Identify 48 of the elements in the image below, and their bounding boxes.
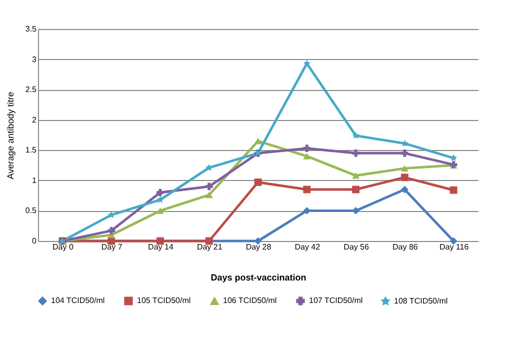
point bbox=[352, 186, 360, 194]
x-axis-title: Days post-vaccination bbox=[210, 272, 306, 282]
point bbox=[352, 172, 360, 179]
point bbox=[205, 192, 213, 198]
y-tick-label: 3.5 bbox=[25, 24, 38, 34]
y-tick-label: 1 bbox=[32, 176, 38, 185]
point bbox=[156, 208, 164, 214]
x-tick-label: Day 14 bbox=[148, 242, 174, 252]
legend-label: 104 TCID50/ml bbox=[51, 296, 105, 305]
x-tick-label: Day 21 bbox=[196, 242, 223, 252]
point bbox=[303, 144, 311, 152]
point bbox=[254, 237, 262, 245]
legend-label: 106 TCID50/ml bbox=[223, 296, 277, 306]
point bbox=[303, 152, 311, 160]
point bbox=[400, 149, 408, 157]
point bbox=[205, 182, 213, 190]
point bbox=[254, 178, 262, 186]
y-tick-label: 1.5 bbox=[25, 146, 38, 155]
point bbox=[352, 207, 360, 214]
y-tick-label: 2 bbox=[32, 115, 38, 124]
point bbox=[400, 186, 408, 194]
point bbox=[400, 165, 408, 172]
legend-label: 107 TCID50/ml bbox=[309, 296, 363, 305]
point bbox=[156, 196, 164, 203]
x-tick-label: Day 7 bbox=[101, 242, 123, 252]
legend-label: 108 TCID50/ml bbox=[394, 296, 448, 306]
point bbox=[108, 226, 116, 234]
point bbox=[450, 186, 458, 194]
point bbox=[254, 138, 262, 144]
point bbox=[352, 149, 360, 157]
legend-label: 105 TCID50/ml bbox=[137, 296, 191, 305]
point bbox=[400, 174, 408, 182]
point bbox=[352, 132, 360, 139]
y-tick-label: 0.5 bbox=[25, 206, 38, 216]
x-tick-label: Day 116 bbox=[439, 242, 470, 252]
y-tick-label: 2.5 bbox=[25, 85, 38, 94]
point bbox=[156, 188, 164, 196]
y-tick-label: 0 bbox=[32, 236, 38, 246]
point bbox=[303, 186, 311, 194]
y-axis-title: Average antibody titre bbox=[5, 92, 16, 180]
x-tick-label: Day 28 bbox=[246, 242, 272, 252]
point bbox=[450, 237, 458, 245]
x-tick-label: Day 56 bbox=[344, 242, 370, 252]
point bbox=[450, 154, 458, 162]
x-tick-label: Day 42 bbox=[294, 242, 321, 252]
x-tick-label: Day 86 bbox=[392, 242, 418, 252]
x-tick-label: Day 0 bbox=[52, 242, 74, 252]
y-tick-label: 3 bbox=[32, 54, 38, 64]
